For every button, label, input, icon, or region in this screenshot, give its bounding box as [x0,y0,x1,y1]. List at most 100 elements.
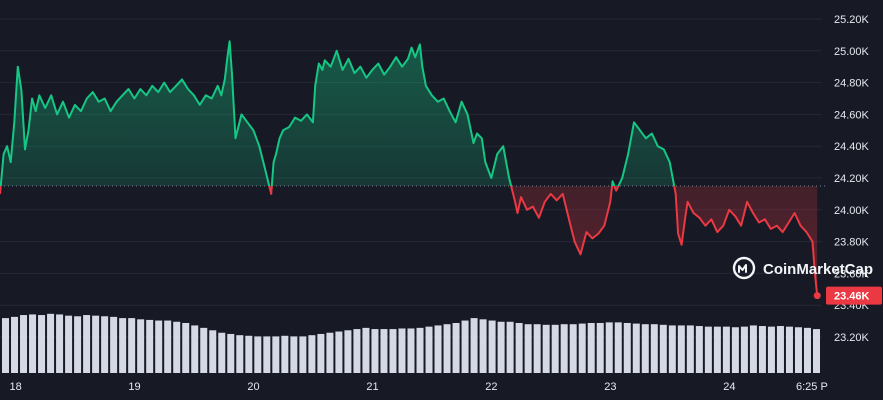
x-tick-label: 18 [9,381,21,393]
volume-bar [479,319,487,373]
volume-bar [533,324,541,373]
volume-bar [164,320,172,373]
volume-bar [542,324,550,373]
current-price-badge [826,286,882,305]
volume-bar [191,325,199,373]
volume-bar [686,325,694,373]
x-tick-label: 23 [604,381,616,393]
volume-bar [677,325,685,373]
volume-bar [650,324,658,373]
current-price-tag: 23.46K [813,286,882,305]
x-axis-tick-labels: 18 19 20 21 22 23 24 6:25 P [9,381,827,393]
volume-bar [83,315,91,373]
price-line[interactable] [0,40,819,296]
volume-bar [713,326,721,373]
volume-bar [515,322,523,373]
volume-bar [461,320,469,373]
volume-bar [326,332,334,373]
volume-bar [776,326,784,373]
volume-bar [20,315,28,373]
volume-bar [308,335,316,373]
volume-bar [785,326,793,373]
volume-bar [65,315,73,373]
volume-bar [218,332,226,373]
volume-bars [2,313,820,373]
watermark-text: CoinMarketCap [763,261,873,278]
volume-bar [407,328,415,373]
current-price-label: 23.46K [834,291,870,303]
volume-bar [146,319,154,373]
volume-bar [587,322,595,373]
volume-bar [497,321,505,373]
volume-bar [119,318,127,373]
volume-bar [245,335,253,373]
price-area-up [0,41,675,186]
y-tick-label: 25.20K [834,14,870,26]
volume-bar [758,326,766,373]
volume-bar [353,329,361,373]
volume-bar [380,329,388,373]
volume-bar [740,326,748,373]
volume-bar [173,321,181,373]
volume-bar [209,330,217,373]
volume-bar [506,321,514,373]
volume-bar [200,327,208,373]
volume-bar [128,318,136,373]
volume-bar [272,336,280,373]
volume-bar [182,322,190,373]
volume-bar [389,329,397,373]
volume-bar [56,314,64,373]
x-tick-label: 20 [247,381,259,393]
y-tick-label: 23.80K [834,237,870,249]
price-line-up[interactable] [0,40,817,295]
x-tick-label-last-time: 6:25 P [796,381,828,393]
volume-bar [137,319,145,373]
y-tick-label: 24.00K [834,205,870,217]
x-tick-label: 21 [366,381,378,393]
x-tick-label: 19 [128,381,140,393]
volume-bar [605,322,613,373]
volume-bar [434,325,442,373]
volume-bar [416,327,424,373]
volume-bar [623,322,631,373]
volume-bar [767,326,775,373]
volume-bar [578,323,586,373]
volume-bar [263,336,271,373]
y-tick-label: 24.60K [834,109,870,121]
volume-bar [362,327,370,373]
volume-bar [668,325,676,373]
price-line-down[interactable] [0,41,819,296]
y-tick-label: 24.40K [834,141,870,153]
volume-bar [803,327,811,373]
x-tick-label: 24 [723,381,735,393]
volume-bar [29,314,37,373]
current-price-dot [813,292,821,300]
volume-bar [47,313,55,373]
volume-bar [398,328,406,373]
volume-bar [704,326,712,373]
volume-bar [155,320,163,373]
volume-bar [254,336,262,373]
coinmarketcap-watermark: CoinMarketCap [732,256,873,280]
volume-bar [452,322,460,373]
volume-bar [227,333,235,373]
volume-bar [659,324,667,373]
volume-bar [722,326,730,373]
x-tick-label: 22 [485,381,497,393]
volume-bar [812,329,820,373]
volume-bar [11,316,19,373]
volume-bar [614,322,622,373]
volume-bar [749,325,757,373]
volume-bar [443,324,451,373]
y-tick-label: 23.20K [834,332,870,344]
volume-bar [524,324,532,373]
volume-bar [299,336,307,373]
volume-bar [641,324,649,373]
volume-bar [38,315,46,373]
volume-bar [731,327,739,373]
volume-bar [371,329,379,373]
y-tick-label: 24.20K [834,173,870,185]
volume-bar [632,323,640,373]
